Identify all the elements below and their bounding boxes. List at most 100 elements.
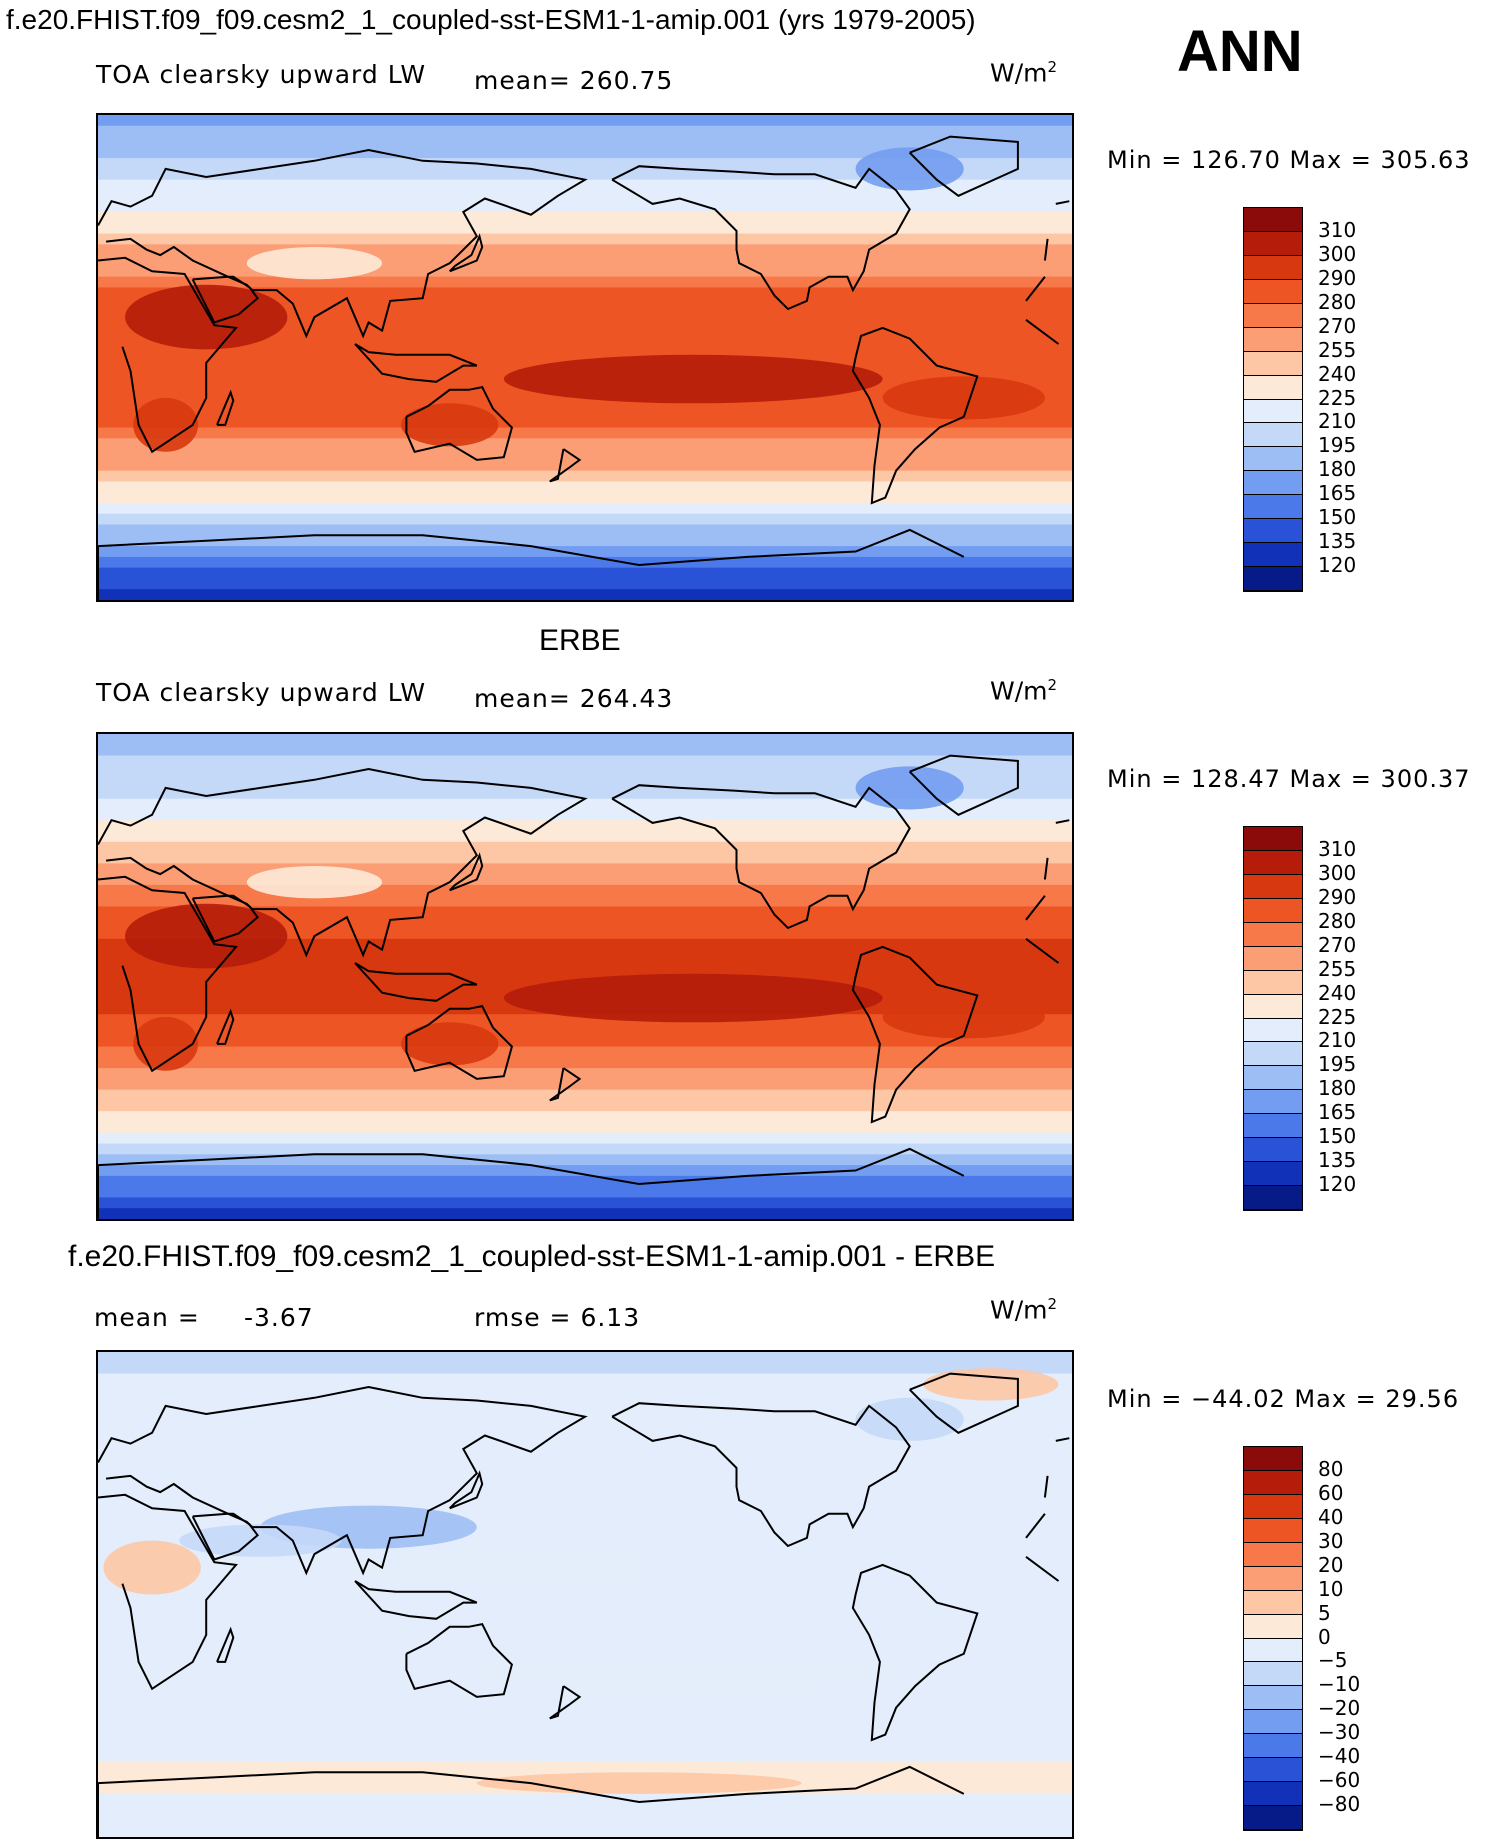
zonal-band — [98, 1610, 1072, 1622]
zonal-band — [98, 233, 1072, 245]
colorbar-tick-label: 150 — [1318, 505, 1357, 530]
zonal-band — [98, 589, 1072, 600]
zonal-band — [98, 1599, 1072, 1612]
zonal-band — [98, 427, 1072, 439]
coastline-europe-asia — [98, 1385, 588, 1576]
colorbar-swatch — [1244, 255, 1302, 280]
zonal-band — [98, 1362, 1072, 1375]
zonal-band — [98, 1524, 1072, 1536]
zonal-band — [98, 1373, 1072, 1385]
colorbar-tick-label: 240 — [1318, 361, 1357, 386]
zonal-band — [98, 535, 1072, 547]
zonal-band — [98, 1513, 1072, 1525]
colorbar-tick-label: 80 — [1318, 1456, 1344, 1481]
coastline-africa — [1025, 937, 1060, 964]
zonal-band — [98, 567, 1072, 579]
coastline-newzealand — [549, 1067, 582, 1102]
zonal-band — [98, 874, 1072, 886]
coastline-europe-asia — [98, 148, 588, 339]
panel1-minmax: Min = 126.70 Max = 305.63 — [1107, 146, 1471, 174]
coastline-japan — [448, 852, 484, 892]
panel1-map — [96, 113, 1074, 602]
zonal-band — [98, 1416, 1072, 1428]
colorbar-tick-label: 180 — [1318, 457, 1357, 482]
zonal-band — [98, 546, 1072, 558]
panel3-mean-value: -3.67 — [244, 1303, 314, 1332]
zonal-band — [98, 179, 1072, 191]
colorbar-swatch — [1244, 1162, 1302, 1187]
coastline-africa — [1025, 1555, 1060, 1582]
zonal-band — [98, 1804, 1072, 1816]
zonal-band — [98, 884, 1072, 897]
panel2-variable: TOA clearsky upward LW — [96, 678, 427, 707]
colorbar-swatch — [1244, 946, 1302, 971]
coastline-south-america — [851, 1563, 979, 1742]
figure-title: f.e20.FHIST.f09_f09.cesm2_1_coupled-sst-… — [6, 4, 976, 35]
zonal-band — [98, 820, 1072, 832]
colorbar-tick-label: 270 — [1318, 313, 1357, 338]
panel1-map-canvas — [98, 115, 1072, 600]
zonal-band — [98, 556, 1072, 569]
zonal-band — [98, 971, 1072, 983]
zonal-band — [98, 524, 1072, 536]
panel3-mean-label: mean = — [94, 1303, 200, 1332]
coastline-north-america — [611, 784, 911, 930]
zonal-band — [98, 1057, 1072, 1069]
colorbar-swatch — [1244, 827, 1302, 851]
colorbar-swatch — [1244, 1042, 1302, 1067]
zonal-band — [98, 895, 1072, 907]
colorbar-swatch — [1244, 1090, 1302, 1115]
panel2-map-canvas — [98, 734, 1072, 1219]
zonal-band — [98, 222, 1072, 235]
colorbar-swatch — [1244, 1662, 1302, 1687]
zonal-band — [98, 298, 1072, 310]
zonal-band — [98, 1132, 1072, 1145]
colorbar-swatch — [1244, 1066, 1302, 1091]
panel2-map — [96, 732, 1074, 1221]
zonal-band — [98, 1384, 1072, 1396]
coastline-africa — [1025, 318, 1060, 345]
zonal-band — [98, 201, 1072, 213]
coastline-antarctica — [98, 1765, 965, 1804]
colorbar-swatch — [1244, 1638, 1302, 1663]
zonal-band — [98, 1632, 1072, 1644]
colorbar-tick-label: 10 — [1318, 1576, 1344, 1601]
zonal-band — [98, 1175, 1072, 1188]
zonal-band — [98, 798, 1072, 810]
zonal-band — [98, 766, 1072, 778]
coastline-africa — [98, 256, 238, 454]
zonal-band — [98, 744, 1072, 757]
zonal-band — [98, 949, 1072, 961]
coastline-africa — [1025, 276, 1046, 302]
zonal-band — [98, 190, 1072, 202]
colorbar-tick-label: 120 — [1318, 1172, 1357, 1197]
colorbar-tick-label: 195 — [1318, 433, 1357, 458]
zonal-band — [98, 1696, 1072, 1709]
colorbar-tick-label: 225 — [1318, 385, 1357, 410]
zonal-band — [98, 1068, 1072, 1080]
field-region — [103, 1540, 201, 1595]
zonal-band — [98, 1186, 1072, 1198]
coastline-uk — [1055, 1437, 1070, 1442]
zonal-band — [98, 1154, 1072, 1166]
panel1-colorbar — [1243, 207, 1303, 592]
colorbar-swatch — [1244, 399, 1302, 424]
panel3-title: f.e20.FHIST.f09_f09.cesm2_1_coupled-sst-… — [68, 1240, 996, 1273]
zonal-band — [98, 1143, 1072, 1155]
colorbar-tick-label: −60 — [1318, 1768, 1361, 1793]
zonal-band — [98, 1352, 1072, 1364]
colorbar-swatch — [1244, 1018, 1302, 1043]
zonal-band — [98, 503, 1072, 515]
zonal-band — [98, 276, 1072, 288]
zonal-band — [98, 852, 1072, 864]
coastline-madagascar — [216, 389, 235, 426]
zonal-band — [98, 863, 1072, 875]
colorbar-tick-label: −80 — [1318, 1792, 1361, 1817]
zonal-band — [98, 734, 1072, 746]
coastline-indonesia — [354, 962, 478, 1002]
colorbar-swatch — [1244, 1806, 1302, 1830]
zonal-band — [98, 1492, 1072, 1504]
zonal-band — [98, 787, 1072, 800]
panel1-units: W/m2 — [990, 58, 1058, 88]
zonal-band — [98, 352, 1072, 364]
